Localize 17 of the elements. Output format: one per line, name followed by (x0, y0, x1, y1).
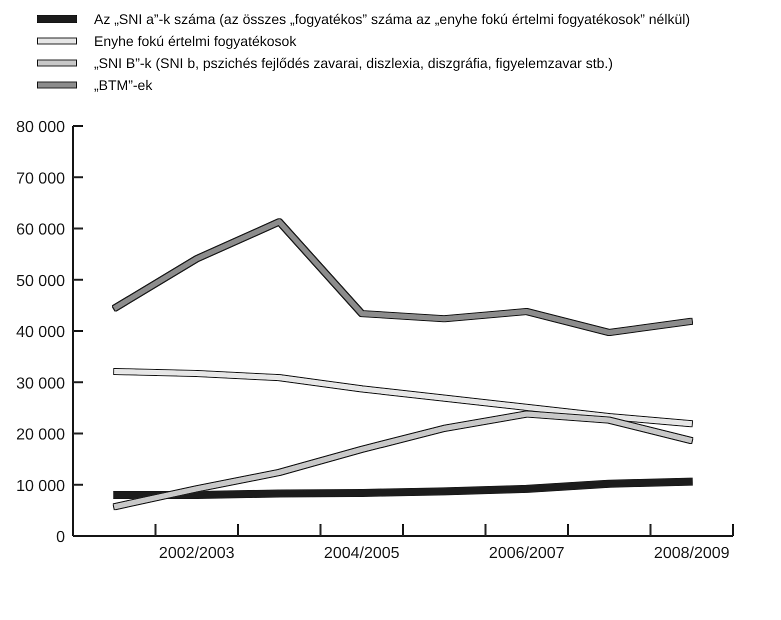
legend-label: Enyhe fokú értelmi fogyatékosok (94, 32, 296, 51)
y-tick-label: 80 000 (16, 119, 66, 136)
x-tick-label: 2004/2005 (324, 545, 400, 562)
y-tick-label: 60 000 (16, 222, 66, 238)
y-tick-label: 10 000 (16, 478, 66, 495)
y-tick-label: 40 000 (16, 324, 66, 341)
y-tick-label: 30 000 (16, 375, 66, 392)
legend-label: Az „SNI a”-k száma (az összes „fogyatékos” száma az „enyhe fokú értelmi fogyatékosok” nélkül) (94, 10, 690, 29)
x-tick-label: 2006/2007 (488, 545, 565, 562)
x-tick-label: 2002/2003 (158, 545, 235, 562)
x-tick-label: 2008/2009 (654, 545, 730, 562)
y-tick-label: 70 000 (16, 170, 66, 188)
legend-label: „BTM”-ek (94, 76, 152, 95)
y-tick-label: 50 000 (16, 272, 66, 290)
legend-label: „SNI B”-k (SNI b, pszichés fejlődés zavarai, diszlexia, diszgráfia, figyelemzavar stb.) (94, 54, 613, 73)
y-tick-label: 20 000 (16, 426, 66, 444)
y-tick-label: 0 (56, 529, 66, 546)
